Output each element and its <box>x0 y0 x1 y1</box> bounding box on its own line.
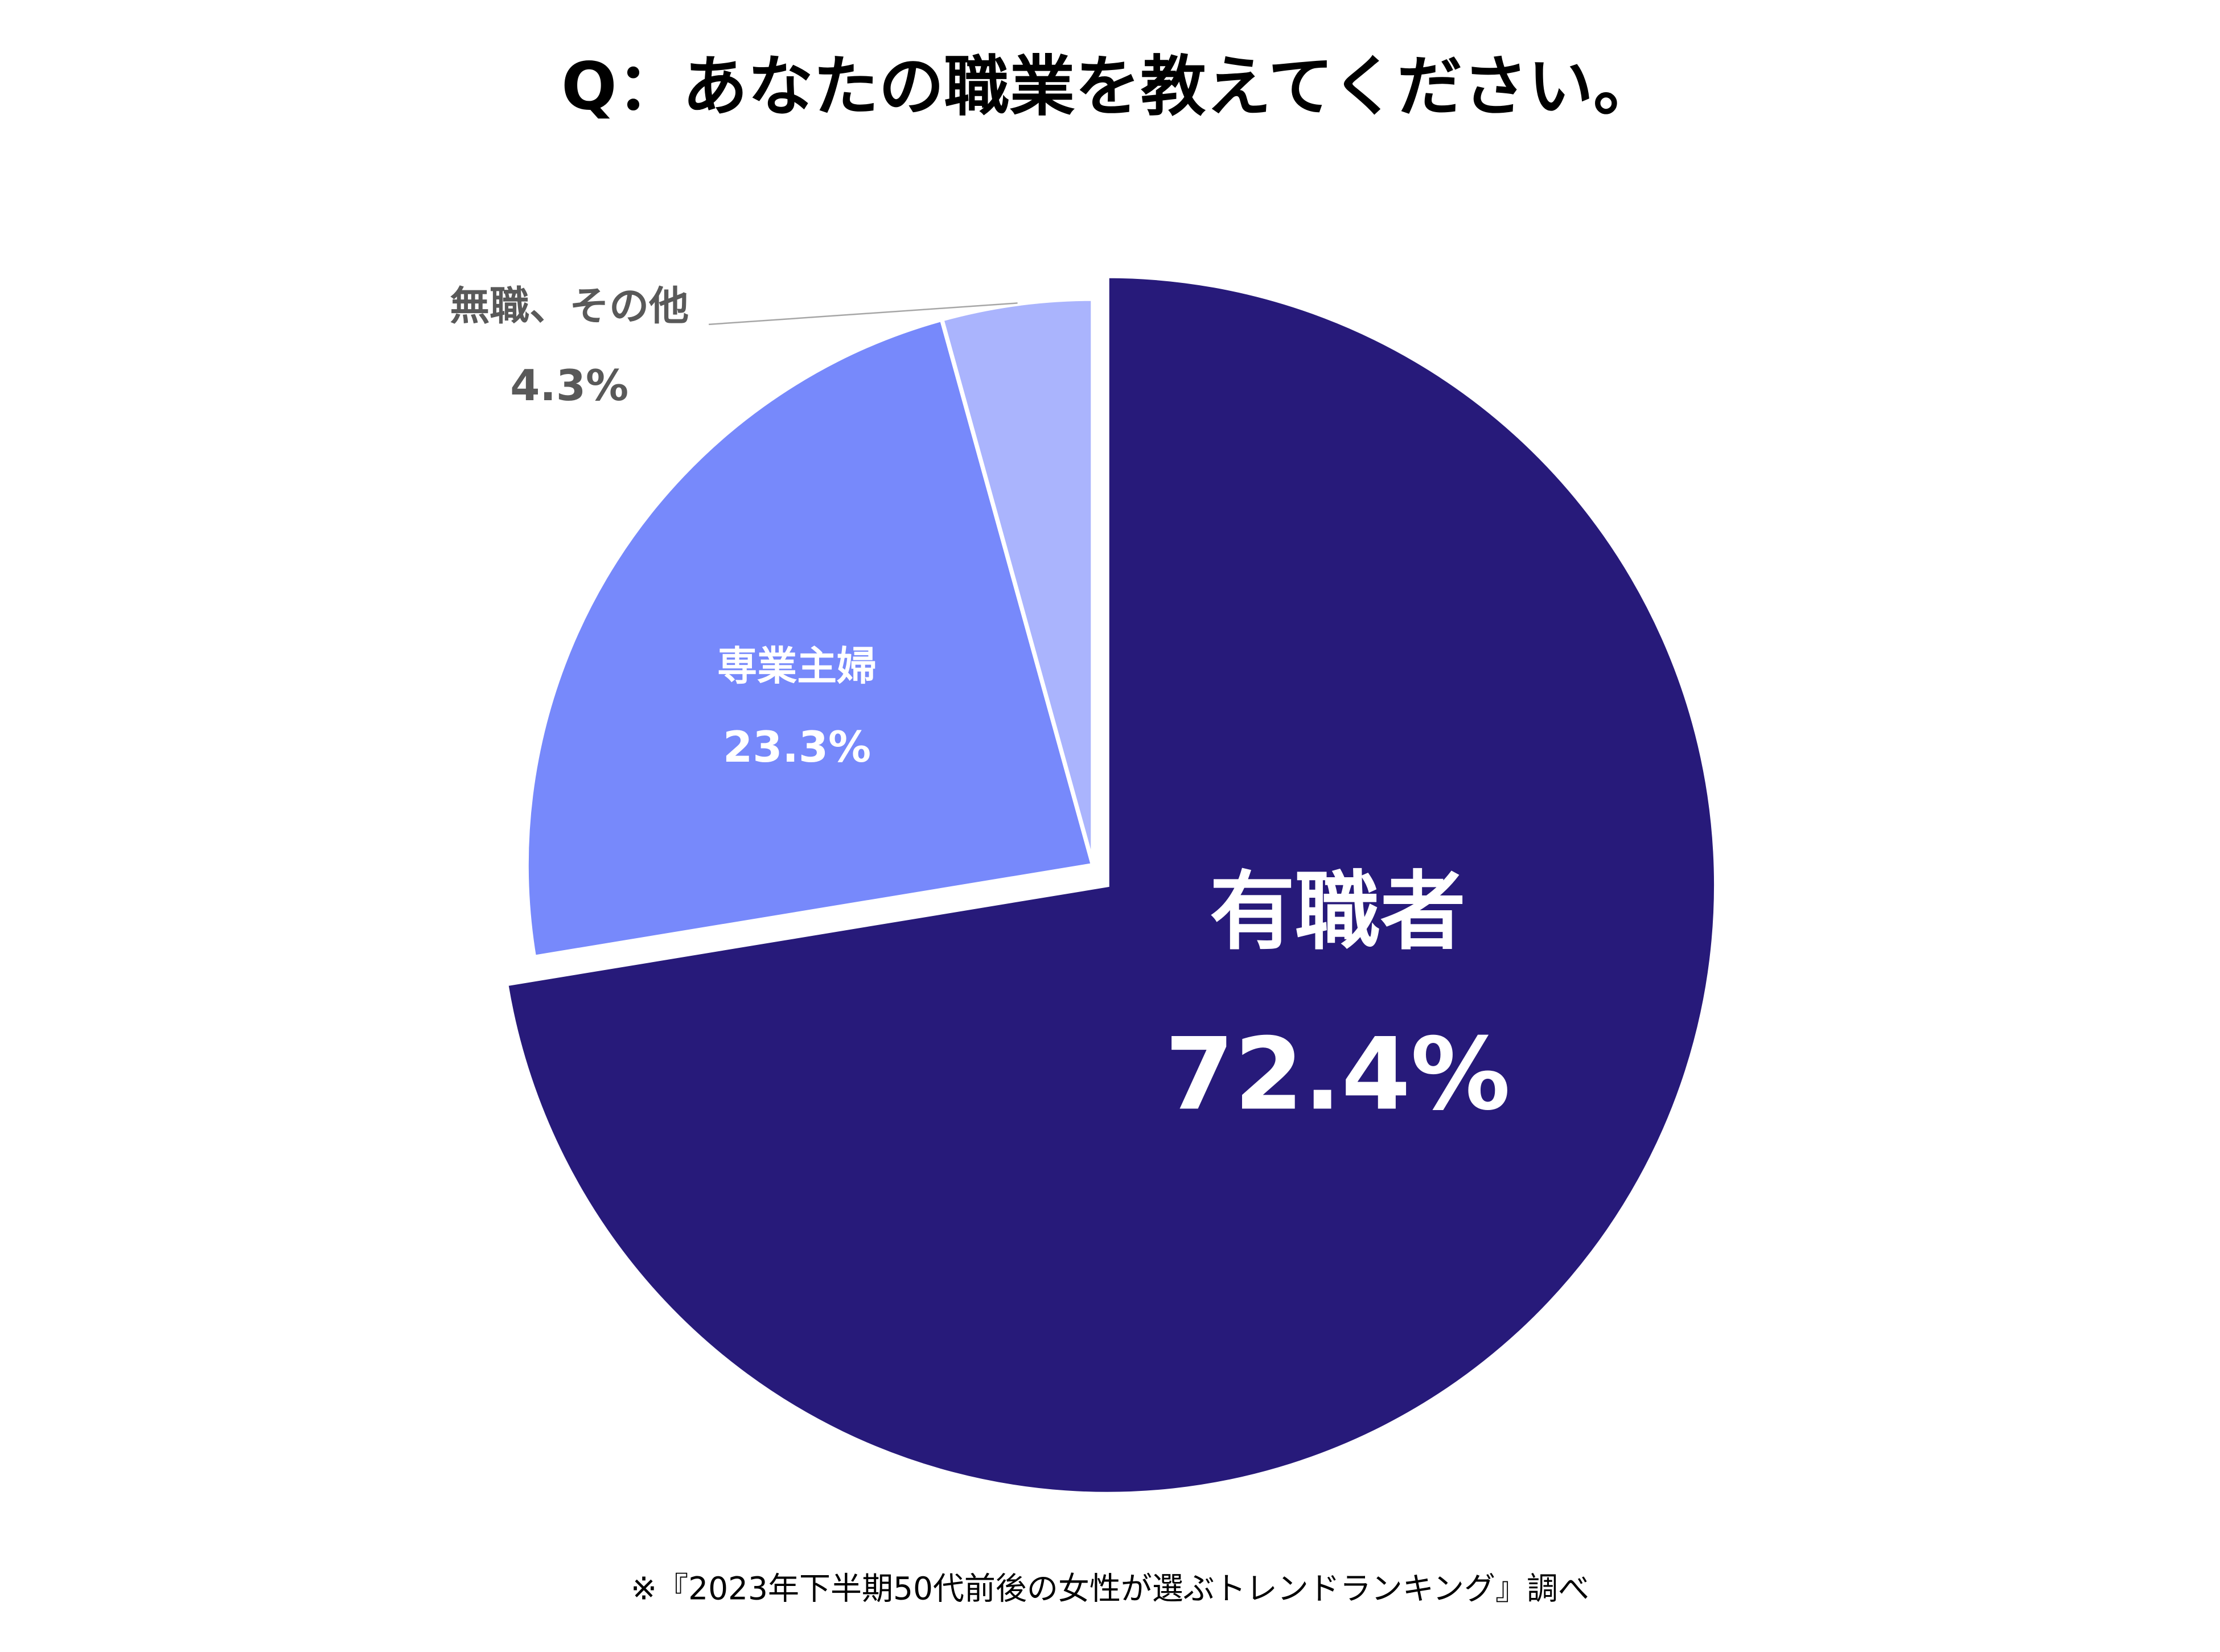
value-label: 23.3% <box>723 722 871 772</box>
slice-label: 有職者 <box>1210 862 1466 961</box>
pie-slice <box>524 317 1096 960</box>
note: ※『2023年下半期50代前後の女性が選ぶトレンドランキング』調べ <box>631 1571 1589 1607</box>
slice-label: 無職、その他 <box>450 282 689 329</box>
pie-slice <box>504 274 1719 1497</box>
pie <box>504 274 1719 1497</box>
value-label: 72.4% <box>1165 1017 1510 1133</box>
leader-line <box>709 302 1018 326</box>
value-label: 4.3% <box>510 360 628 410</box>
slice-label: 専業主婦 <box>717 643 877 689</box>
chart-title: Q：あなたの職業を教えてください。 <box>561 49 1659 125</box>
pie-slice <box>939 297 1095 866</box>
